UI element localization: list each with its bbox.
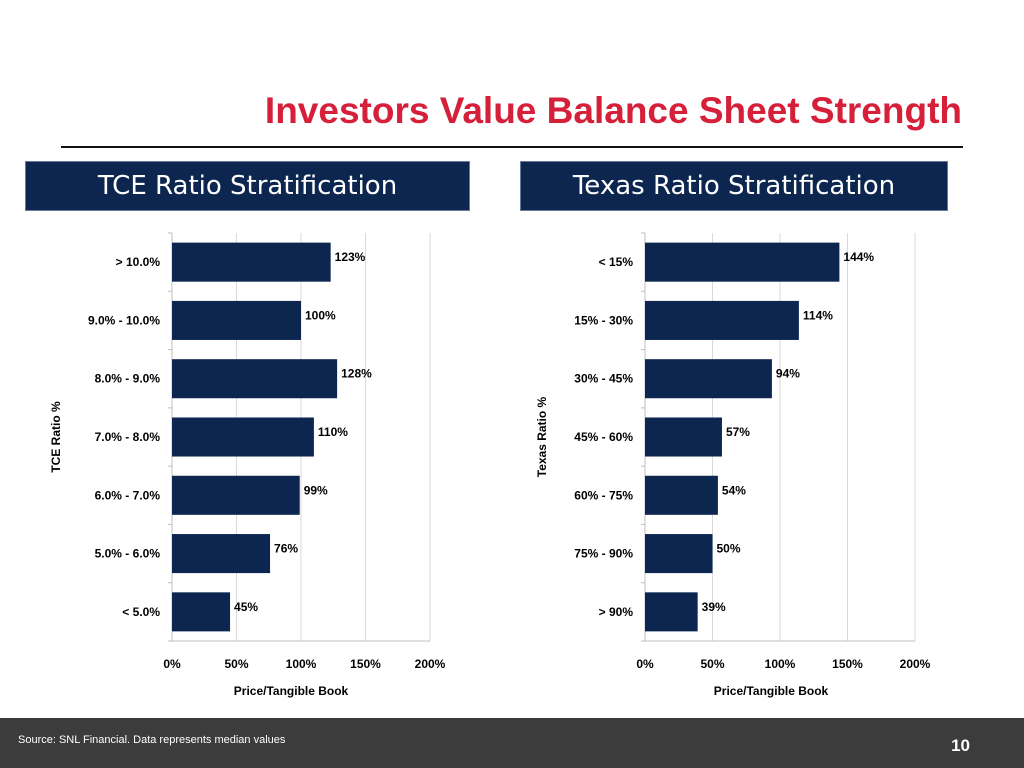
texas-category-label: 60% - 75% xyxy=(574,488,633,502)
texas-value-label: 144% xyxy=(843,250,874,264)
texas-chart-header: Texas Ratio Stratification xyxy=(520,161,948,211)
tce-value-label: 76% xyxy=(274,542,298,556)
tce-bar xyxy=(172,242,331,282)
texas-x-axis-title: Price/Tangible Book xyxy=(714,684,829,698)
texas-value-label: 114% xyxy=(803,308,833,322)
tce-bar xyxy=(172,417,314,457)
texas-bar xyxy=(645,475,718,515)
texas-category-label: 45% - 60% xyxy=(574,430,633,444)
texas-value-label: 50% xyxy=(717,542,741,556)
texas-bar xyxy=(645,300,799,340)
tce-category-label: 5.0% - 6.0% xyxy=(95,547,161,561)
tce-bar xyxy=(172,300,301,340)
texas-bar xyxy=(645,417,722,457)
tce-x-tick-label: 0% xyxy=(163,657,181,671)
texas-category-label: > 90% xyxy=(599,605,634,619)
footer-bar: Source: SNL Financial. Data represents m… xyxy=(0,718,1024,768)
texas-y-axis-title: Texas Ratio % xyxy=(535,396,549,477)
tce-category-label: > 10.0% xyxy=(116,255,161,269)
title-divider xyxy=(61,146,963,148)
tce-x-tick-label: 150% xyxy=(350,657,381,671)
charts-canvas: > 10.0% 123% 9.0% - 10.0% 100% 8.0% - 9.0% 12… xyxy=(49,232,931,698)
source-note: Source: SNL Financial. Data represents m… xyxy=(18,734,286,746)
texas-bar xyxy=(645,592,698,632)
tce-bar xyxy=(172,359,338,399)
texas-bar xyxy=(645,242,840,282)
texas-bar xyxy=(645,359,772,399)
texas-x-tick-label: 150% xyxy=(832,657,863,671)
tce-bar xyxy=(172,475,300,515)
texas-value-label: 57% xyxy=(726,425,750,439)
tce-category-label: 9.0% - 10.0% xyxy=(88,313,160,327)
tce-category-label: 7.0% - 8.0% xyxy=(95,430,161,444)
tce-value-label: 100% xyxy=(305,308,336,322)
tce-value-label: 45% xyxy=(234,600,258,614)
texas-category-label: 15% - 30% xyxy=(574,313,633,327)
tce-x-tick-label: 100% xyxy=(286,657,317,671)
texas-value-label: 94% xyxy=(776,367,800,381)
texas-value-label: 39% xyxy=(702,600,726,614)
texas-category-label: 75% - 90% xyxy=(574,547,633,561)
tce-x-tick-label: 50% xyxy=(224,657,248,671)
tce-value-label: 110% xyxy=(318,425,348,439)
texas-bar xyxy=(645,534,713,574)
tce-x-tick-label: 200% xyxy=(415,657,446,671)
tce-value-label: 123% xyxy=(335,250,366,264)
texas-x-tick-label: 0% xyxy=(636,657,654,671)
texas-x-tick-label: 100% xyxy=(765,657,796,671)
tce-y-axis-title: TCE Ratio % xyxy=(49,401,63,473)
tce-x-axis-title: Price/Tangible Book xyxy=(234,684,349,698)
page-number: 10 xyxy=(951,736,970,755)
tce-chart-header: TCE Ratio Stratification xyxy=(25,161,470,211)
texas-category-label: < 15% xyxy=(599,255,634,269)
texas-x-tick-label: 50% xyxy=(700,657,724,671)
texas-x-tick-label: 200% xyxy=(900,657,931,671)
tce-category-label: < 5.0% xyxy=(122,605,160,619)
tce-value-label: 99% xyxy=(304,483,328,497)
tce-category-label: 6.0% - 7.0% xyxy=(95,488,161,502)
tce-category-label: 8.0% - 9.0% xyxy=(95,372,161,386)
texas-value-label: 54% xyxy=(722,483,746,497)
tce-bar xyxy=(172,534,271,574)
tce-value-label: 128% xyxy=(341,367,372,381)
texas-category-label: 30% - 45% xyxy=(574,372,633,386)
slide-title: Investors Value Balance Sheet Strength xyxy=(264,90,962,131)
tce-bar xyxy=(172,592,231,632)
